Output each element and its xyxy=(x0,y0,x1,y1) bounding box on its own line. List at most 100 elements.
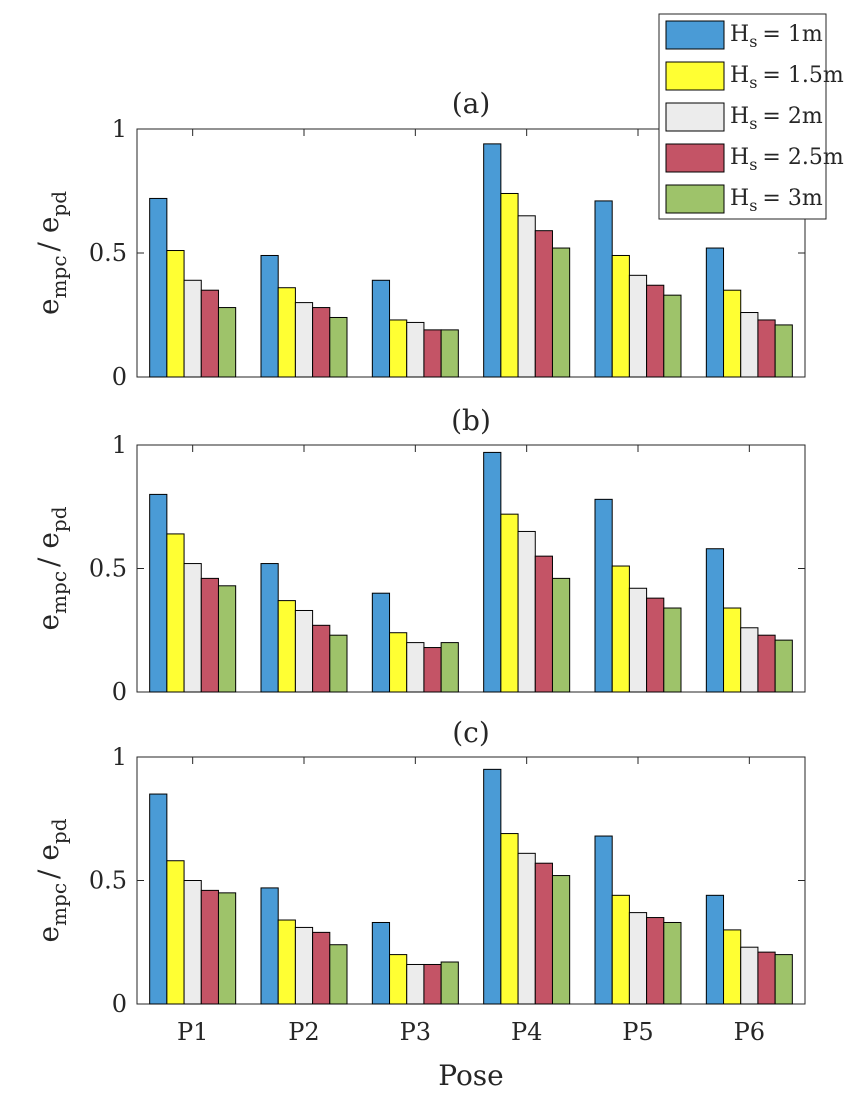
bar-p2-series-3 xyxy=(294,926,314,1005)
bar-p5-series-1 xyxy=(594,835,613,1005)
bar-p3-series-1 xyxy=(371,921,391,1005)
bar-p1-series-5 xyxy=(217,307,237,378)
legend-swatch xyxy=(665,20,725,50)
bar-p3-series-5 xyxy=(440,961,459,1005)
bar-p1-series-4 xyxy=(200,289,219,378)
x-tick-label: P4 xyxy=(511,1018,542,1046)
y-axis-label: empc/ epd xyxy=(32,818,71,942)
bar-p2-series-4 xyxy=(312,307,331,378)
bar-p6-series-3 xyxy=(740,627,759,693)
bar-p5-series-1 xyxy=(594,200,613,378)
bar-p2-series-5 xyxy=(329,944,348,1005)
bar-p2-series-1 xyxy=(260,254,279,378)
bar-p1-series-2 xyxy=(166,250,185,378)
bar-p6-series-2 xyxy=(723,607,742,693)
bar-p5-series-2 xyxy=(611,254,630,378)
bar-p3-series-4 xyxy=(423,647,442,693)
y-tick-label: 1 xyxy=(112,743,127,771)
bar-p5-series-5 xyxy=(663,921,682,1005)
bar-p4-series-2 xyxy=(500,513,519,693)
bar-p6-series-3 xyxy=(740,312,759,378)
y-tick-label: 1 xyxy=(112,431,127,459)
bar-p6-series-2 xyxy=(723,929,742,1005)
legend-label: Hs = 2.5m xyxy=(730,145,844,174)
bar-p6-series-3 xyxy=(740,946,759,1005)
bar-p3-series-3 xyxy=(406,963,425,1005)
bar-p1-series-2 xyxy=(166,860,185,1005)
x-tick-label: P3 xyxy=(400,1018,431,1046)
bar-p1-series-4 xyxy=(200,889,219,1005)
bar-p4-series-1 xyxy=(483,143,502,378)
y-tick-label: 0.5 xyxy=(89,555,127,583)
bar-p4-series-1 xyxy=(483,451,502,693)
y-tick-label: 0 xyxy=(112,678,127,706)
bar-p4-series-3 xyxy=(517,215,536,378)
bar-p2-series-3 xyxy=(294,609,314,693)
x-tick-label: P6 xyxy=(734,1018,765,1046)
panel-title: (b) xyxy=(451,404,491,437)
bar-p1-series-5 xyxy=(217,585,237,693)
bar-p5-series-4 xyxy=(646,597,665,693)
legend-swatch xyxy=(665,143,725,173)
bar-p6-series-1 xyxy=(705,894,725,1005)
bar-p3-series-1 xyxy=(371,592,391,693)
bar-p2-series-2 xyxy=(277,600,296,693)
bar-p6-series-4 xyxy=(757,951,776,1005)
bar-p6-series-1 xyxy=(705,548,725,693)
bar-p6-series-5 xyxy=(774,954,793,1005)
bar-p5-series-4 xyxy=(646,917,665,1005)
bar-p5-series-3 xyxy=(628,587,648,693)
bar-p5-series-4 xyxy=(646,284,665,378)
bar-p2-series-3 xyxy=(294,302,314,378)
legend-swatch xyxy=(665,102,725,132)
bar-p5-series-5 xyxy=(663,607,682,693)
bar-p3-series-4 xyxy=(423,963,442,1005)
bar-p4-series-5 xyxy=(551,577,571,693)
bar-p3-series-5 xyxy=(440,329,459,378)
panel-2: (b) 0 0.5 1 empc/ epd xyxy=(32,404,806,706)
bar-p6-series-5 xyxy=(774,324,793,378)
legend-label: Hs = 1m xyxy=(730,22,823,51)
x-axis-label: Pose xyxy=(438,1059,504,1092)
y-tick-label: 0.5 xyxy=(89,867,127,895)
bar-p2-series-4 xyxy=(312,931,331,1005)
bar-p4-series-3 xyxy=(517,530,536,693)
bar-p3-series-2 xyxy=(389,954,408,1005)
bar-p1-series-2 xyxy=(166,533,185,693)
bar-p6-series-2 xyxy=(723,289,742,378)
bar-p2-series-5 xyxy=(329,634,348,693)
bar-p4-series-5 xyxy=(551,247,571,378)
bar-p6-series-4 xyxy=(757,319,776,378)
bar-p2-series-1 xyxy=(260,887,279,1005)
legend: Hs = 1m Hs = 1.5m Hs = 2m Hs = 2.5m Hs = 3m xyxy=(658,13,844,220)
bar-p3-series-2 xyxy=(389,632,408,693)
bar-p4-series-4 xyxy=(534,862,553,1005)
bar-p1-series-1 xyxy=(149,197,168,378)
bar-p1-series-3 xyxy=(183,279,202,378)
legend-swatch xyxy=(665,184,725,214)
y-tick-label: 0 xyxy=(112,363,127,391)
bar-p5-series-2 xyxy=(611,894,630,1005)
plot-area xyxy=(136,444,806,693)
x-tick-label: P5 xyxy=(622,1018,653,1046)
legend-label: Hs = 3m xyxy=(730,186,823,215)
bar-p3-series-3 xyxy=(406,321,425,378)
bar-p6-series-1 xyxy=(705,247,725,378)
bar-p1-series-3 xyxy=(183,880,202,1005)
legend-swatch xyxy=(665,61,725,91)
legend-label: Hs = 2m xyxy=(730,104,823,133)
y-tick-label: 0 xyxy=(112,990,127,1018)
panel-3: (c) 0 0.5 1 empc/ epd P1 P2 P3 P4 P5 P6 xyxy=(32,716,806,1046)
bar-p3-series-4 xyxy=(423,329,442,378)
bar-p1-series-5 xyxy=(217,892,237,1005)
y-tick-label: 0.5 xyxy=(89,239,127,267)
plot-area xyxy=(136,756,806,1005)
bar-p5-series-3 xyxy=(628,274,648,378)
bar-p5-series-3 xyxy=(628,912,648,1005)
bar-p4-series-5 xyxy=(551,875,571,1005)
x-tick-label: P1 xyxy=(177,1018,208,1046)
bar-p6-series-4 xyxy=(757,634,776,693)
bar-p2-series-2 xyxy=(277,287,296,378)
bar-p1-series-1 xyxy=(149,793,168,1005)
